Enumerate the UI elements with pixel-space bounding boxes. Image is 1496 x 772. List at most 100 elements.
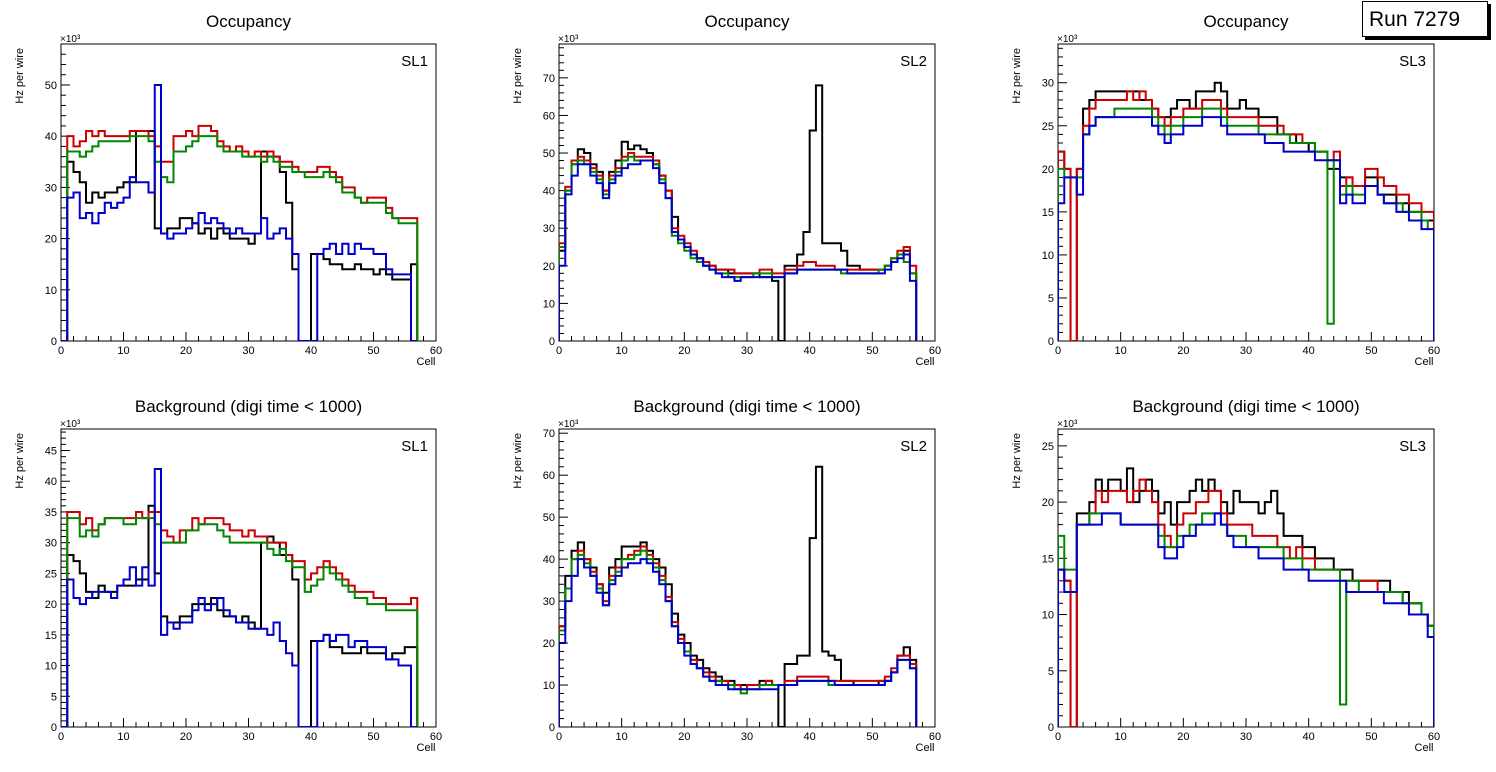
x-tick-label: 40 — [804, 345, 816, 357]
x-axis-title: Cell — [916, 742, 935, 754]
x-tick-label: 40 — [305, 731, 317, 743]
plot-frame — [60, 428, 437, 728]
y-tick-label: 10 — [543, 298, 555, 310]
y-tick-label: 25 — [1042, 121, 1054, 133]
panel-occ-sl2: Occupancy SL2 ×10³ Cell Hz per wire 0 10 20 30 40… — [512, 12, 941, 368]
y-tick-label: 5 — [1048, 666, 1054, 678]
y-tick-label: 0 — [549, 722, 555, 734]
x-tick-label: 60 — [430, 731, 442, 743]
series-green — [61, 135, 419, 341]
x-tick-label: 0 — [58, 345, 64, 357]
y-tick-label: 0 — [549, 336, 555, 348]
y-tick-label: 10 — [1042, 250, 1054, 262]
run-label: Run 7279 — [1369, 8, 1461, 31]
x-tick-label: 0 — [58, 731, 64, 743]
y-tick-label: 20 — [45, 234, 57, 246]
y-tick-label: 30 — [543, 223, 555, 235]
x-tick-label: 10 — [117, 731, 129, 743]
plot-frame — [558, 43, 936, 342]
panel-bkg-sl2: Background (digi time < 1000) SL2 ×10³ Cell… — [512, 397, 941, 754]
x-tick-label: 10 — [117, 345, 129, 357]
y-tick-label: 50 — [543, 512, 555, 524]
x-tick-label: 60 — [430, 345, 442, 357]
x-tick-label: 30 — [242, 345, 254, 357]
y-tick-label: 0 — [1048, 722, 1054, 734]
superlayer-label: SL2 — [900, 438, 927, 455]
y-tick-label: 15 — [1042, 553, 1054, 565]
y-tick-label: 10 — [45, 285, 57, 297]
x-tick-label: 40 — [1303, 345, 1315, 357]
y-tick-label: 60 — [543, 470, 555, 482]
x-axis-title: Cell — [1415, 356, 1434, 368]
x-tick-label: 60 — [1428, 345, 1440, 357]
chart-title: Background (digi time < 1000) — [1132, 397, 1359, 416]
x-tick-label: 40 — [804, 731, 816, 743]
plot-frame — [1057, 428, 1435, 728]
series-black — [61, 504, 419, 727]
x-tick-label: 50 — [866, 345, 878, 357]
x-axis-title: Cell — [417, 356, 436, 368]
y-tick-label: 70 — [543, 73, 555, 85]
series-black — [61, 130, 419, 341]
panel-bkg-sl3: Background (digi time < 1000) SL3 ×10³ Cell… — [1011, 397, 1440, 754]
series-green — [1058, 107, 1434, 341]
y-tick-label: 10 — [1042, 610, 1054, 622]
series-black — [559, 465, 918, 727]
y-tick-label: 5 — [51, 691, 57, 703]
x-tick-label: 50 — [1365, 345, 1377, 357]
y-tick-label: 30 — [45, 538, 57, 550]
chart-title: Occupancy — [1203, 12, 1289, 31]
y-tick-label: 50 — [45, 80, 57, 92]
y-axis-title: Hz per wire — [14, 48, 26, 104]
x-tick-label: 20 — [180, 345, 192, 357]
chart-title: Background (digi time < 1000) — [135, 397, 362, 416]
y-tick-label: 40 — [543, 554, 555, 566]
y-tick-label: 10 — [543, 680, 555, 692]
x-tick-label: 60 — [929, 345, 941, 357]
series-red — [559, 152, 918, 341]
x-tick-label: 30 — [1240, 731, 1252, 743]
x-tick-label: 10 — [1115, 345, 1127, 357]
chart-title: Occupancy — [704, 12, 790, 31]
x-tick-label: 0 — [1055, 731, 1061, 743]
y-tick-label: 40 — [45, 131, 57, 143]
x-tick-label: 60 — [1428, 731, 1440, 743]
run-label-box: Run 7279 — [1362, 1, 1488, 37]
y-tick-label: 40 — [543, 186, 555, 198]
y-tick-label: 20 — [45, 599, 57, 611]
x-tick-label: 50 — [367, 731, 379, 743]
y-exponent-label: ×10³ — [60, 419, 81, 430]
y-tick-label: 5 — [1048, 293, 1054, 305]
series-blue — [559, 159, 918, 341]
x-axis-title: Cell — [1415, 742, 1434, 754]
y-exponent-label: ×10³ — [60, 34, 81, 45]
y-tick-label: 15 — [1042, 207, 1054, 219]
y-exponent-label: ×10³ — [1057, 419, 1078, 430]
y-tick-label: 30 — [543, 596, 555, 608]
x-tick-label: 30 — [242, 731, 254, 743]
series-black — [1058, 467, 1434, 727]
y-exponent-label: ×10³ — [558, 34, 579, 45]
y-axis-title: Hz per wire — [1011, 433, 1023, 489]
chart-title: Occupancy — [206, 12, 292, 31]
y-axis-title: Hz per wire — [512, 433, 524, 489]
x-tick-label: 30 — [741, 345, 753, 357]
x-tick-label: 20 — [180, 731, 192, 743]
x-axis-title: Cell — [417, 742, 436, 754]
series-green — [61, 517, 419, 727]
y-tick-label: 35 — [45, 507, 57, 519]
x-axis-title: Cell — [916, 356, 935, 368]
x-tick-label: 20 — [678, 731, 690, 743]
y-axis-title: Hz per wire — [14, 433, 26, 489]
y-tick-label: 20 — [543, 638, 555, 650]
x-tick-label: 30 — [1240, 345, 1252, 357]
y-tick-label: 10 — [45, 661, 57, 673]
x-tick-label: 0 — [1055, 345, 1061, 357]
x-tick-label: 60 — [929, 731, 941, 743]
superlayer-label: SL2 — [900, 53, 927, 70]
y-tick-label: 20 — [1042, 497, 1054, 509]
y-tick-label: 45 — [45, 446, 57, 458]
y-tick-label: 70 — [543, 428, 555, 440]
series-black — [559, 84, 918, 341]
